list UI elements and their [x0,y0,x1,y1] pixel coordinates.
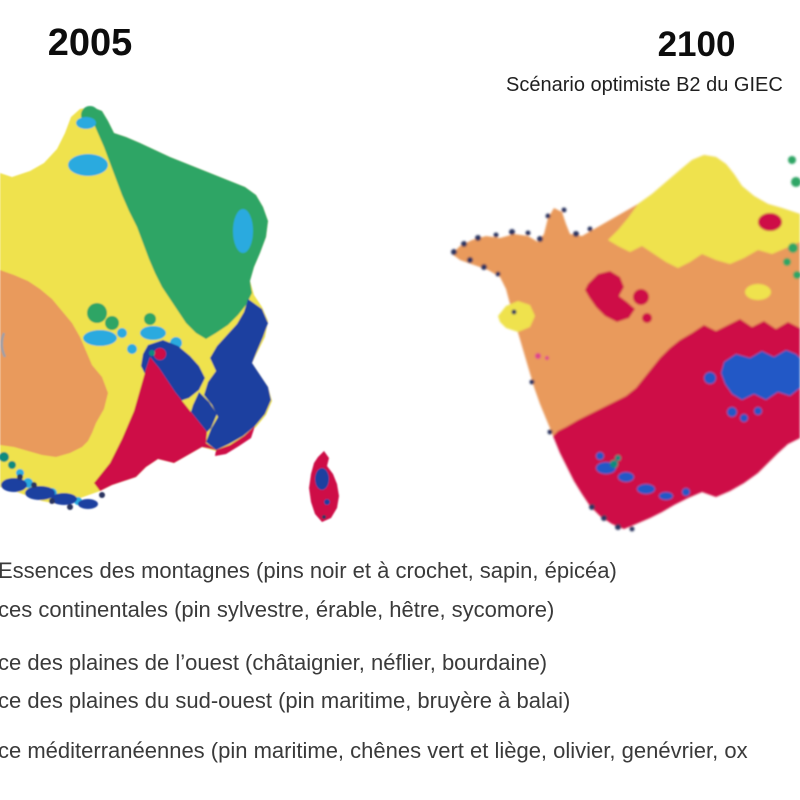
legend-item-label: ce méditerranéennes (pin maritime, chêne… [0,738,748,763]
legend-item-label: ces continentales (pin sylvestre, érable… [0,597,555,622]
region-2100-continental-green-specks [783,156,800,279]
cropped-gray-mark [0,332,7,358]
map-2100-title: 2100 [657,25,736,64]
legend-item-southwest-plains: ce des plaines du sud-ouest (pin maritim… [0,688,570,714]
legend-item-continental: ces continentales (pin sylvestre, érable… [0,597,554,623]
legend-item-mountains: Essences des montagnes (pins noir et à c… [0,558,617,584]
map-2100-france [451,155,800,532]
map-2100-subtitle: Scénario optimiste B2 du GIEC [506,74,783,96]
legend-item-label: Essences des montagnes (pins noir et à c… [0,558,617,583]
region-2005-continental-green [81,106,268,339]
region-2005-coast-specks [17,474,326,519]
legend-item-mediterranean: ce méditerranéennes (pin maritime, chêne… [0,738,748,764]
region-2005-mediterranean-crimson [94,348,255,491]
region-2100-west-plains-yellow [498,155,800,332]
map-2005-title: 2005 [47,22,133,64]
islands-pink-dots [535,353,549,360]
corsica-mountains-blue [315,468,330,505]
legend-item-label: ce des plaines du sud-ouest (pin maritim… [0,688,571,713]
region-2005-cool-cyan-patches [16,117,253,505]
region-2100-teal-spots [610,455,621,468]
legend-item-west-plains: ce des plaines de l’ouest (châtaignier, … [0,650,547,676]
region-2100-coast-specks [451,207,635,532]
region-2005-southwest-plains-orange [0,270,108,457]
corsica-island [309,451,339,522]
region-2005-teal-spots [0,350,155,469]
legend-item-label: ce des plaines de l’ouest (châtaignier, … [0,650,548,675]
map-2005-france [0,106,339,522]
